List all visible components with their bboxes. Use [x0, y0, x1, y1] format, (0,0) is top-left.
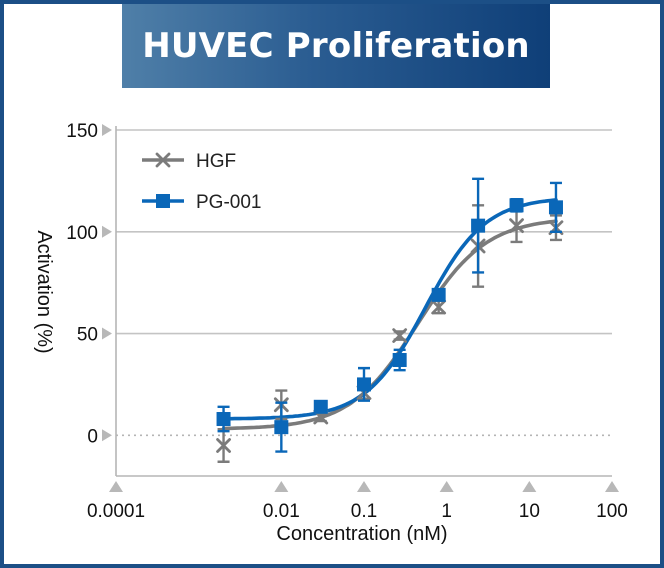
data-point-pg-001 — [431, 287, 446, 302]
legend: HGF PG-001 — [142, 151, 261, 213]
y-tick-marker — [102, 225, 112, 238]
y-axis-label: Activation (%) — [33, 230, 55, 353]
grid-lines — [116, 129, 612, 437]
data-point-hgf — [509, 218, 524, 234]
data-point-pg-001 — [274, 420, 289, 435]
legend-marker-hgf — [155, 152, 171, 168]
legend-item-pg-001: PG-001 — [142, 192, 261, 213]
data-point-pg-001 — [392, 352, 407, 367]
legend-marker-pg-001 — [156, 194, 170, 208]
legend-label-pg-001: PG-001 — [196, 192, 261, 213]
legend-label-hgf: HGF — [196, 151, 236, 172]
y-tick-label: 50 — [77, 325, 98, 346]
x-tick-label: 0.0001 — [87, 501, 145, 522]
data-point-pg-001 — [313, 399, 328, 414]
fit-curve-pg-001 — [221, 198, 558, 421]
x-tick-label: 10 — [519, 501, 540, 522]
x-tick-label: 1 — [441, 501, 452, 522]
data-point-hgf — [216, 438, 231, 453]
y-tick-marker — [102, 327, 112, 340]
data-point-pg-001 — [357, 377, 371, 392]
legend-item-hgf: HGF — [142, 151, 236, 172]
x-tick-label: 0.01 — [263, 501, 300, 522]
data-point-hgf — [431, 299, 447, 315]
y-tick-marker — [102, 429, 112, 442]
x-tick-marker — [605, 481, 619, 492]
data-point-pg-001 — [509, 198, 524, 213]
data-point-pg-001 — [471, 218, 486, 233]
y-tick-label: 150 — [66, 121, 98, 142]
y-tick-label: 100 — [66, 223, 98, 244]
x-tick-marker — [522, 481, 537, 492]
data-points — [216, 177, 564, 463]
x-tick-marker — [357, 481, 371, 492]
axes: 0 50 100 150 0.0001 0.01 0.1 1 10 100 — [66, 121, 628, 522]
x-tick-label: 0.1 — [351, 501, 377, 522]
fit-curve-hgf — [221, 219, 558, 431]
x-tick-label: 100 — [596, 501, 628, 522]
chart-title: HUVEC Proliferation — [142, 26, 530, 66]
y-tick-label: 0 — [87, 426, 98, 447]
y-tick-marker — [102, 124, 112, 136]
title-banner: HUVEC Proliferation — [122, 4, 550, 88]
x-tick-marker — [439, 481, 454, 492]
data-point-hgf — [392, 328, 408, 343]
data-point-pg-001 — [548, 200, 563, 215]
x-tick-marker — [274, 481, 289, 492]
x-tick-marker — [109, 481, 123, 492]
data-point-pg-001 — [216, 412, 231, 427]
x-axis-label: Concentration (nM) — [276, 523, 447, 545]
fit-curves — [221, 198, 558, 431]
